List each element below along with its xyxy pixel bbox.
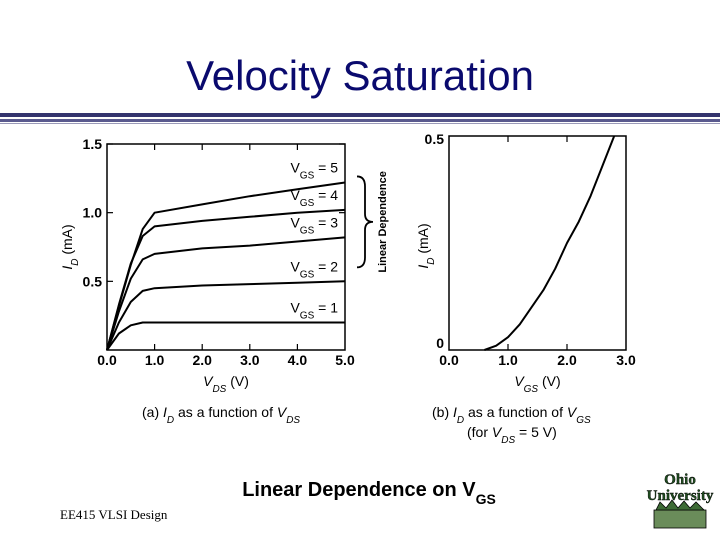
x-tick-label: 3.0	[616, 352, 636, 368]
series-label: VGS = 5	[290, 159, 338, 181]
y-tick-label: 0	[436, 335, 444, 351]
y-tick-label: 1.0	[83, 205, 103, 221]
footer-text: EE415 VLSI Design	[60, 507, 168, 522]
series-line	[106, 181, 346, 351]
title-rule	[0, 123, 720, 124]
y-tick-label: 0.5	[425, 131, 445, 147]
title-rule	[0, 113, 720, 117]
svg-text:University: University	[647, 488, 714, 504]
series-line	[106, 280, 346, 351]
x-tick-label: 2.0	[557, 352, 577, 368]
series-label: VGS = 1	[290, 300, 338, 322]
series-label: VGS = 2	[290, 258, 338, 280]
x-tick-label: 1.0	[498, 352, 518, 368]
y-axis-label: ID (mA)	[415, 223, 437, 268]
section-heading: Linear Dependence on VGS	[242, 479, 496, 507]
caption-b: (b) ID as a function of VGS	[432, 404, 591, 426]
y-axis-label: ID (mA)	[59, 224, 81, 269]
series-label: VGS = 4	[290, 187, 338, 209]
caption-a: (a) ID as a function of VDS	[142, 404, 300, 426]
x-tick-label: 4.0	[288, 352, 308, 368]
x-tick-label: 1.0	[145, 352, 165, 368]
series-line	[106, 236, 346, 351]
svg-text:Ohio: Ohio	[664, 472, 696, 488]
x-tick-label: 5.0	[335, 352, 355, 368]
x-tick-label: 0.0	[97, 352, 117, 368]
title-rule	[0, 119, 720, 122]
y-tick-label: 1.5	[83, 136, 103, 152]
x-axis-label: VGS (V)	[514, 373, 560, 395]
series-line	[106, 321, 345, 351]
plot-frame	[106, 143, 346, 351]
x-tick-label: 3.0	[240, 352, 260, 368]
caption-b-line2: (for VDS = 5 V)	[467, 424, 557, 446]
x-tick-label: 0.0	[439, 352, 459, 368]
university-logo: Ohio University	[646, 472, 714, 529]
x-tick-label: 2.0	[192, 352, 212, 368]
bracket	[356, 175, 374, 269]
bracket-label: Linear Dependence	[377, 171, 389, 272]
plot-frame	[448, 135, 627, 351]
series-line	[484, 135, 616, 351]
x-axis-label: VDS (V)	[203, 373, 249, 395]
series-label: VGS = 3	[290, 214, 338, 236]
y-tick-label: 0.5	[83, 273, 103, 289]
slide-title: Velocity Saturation	[186, 52, 534, 99]
